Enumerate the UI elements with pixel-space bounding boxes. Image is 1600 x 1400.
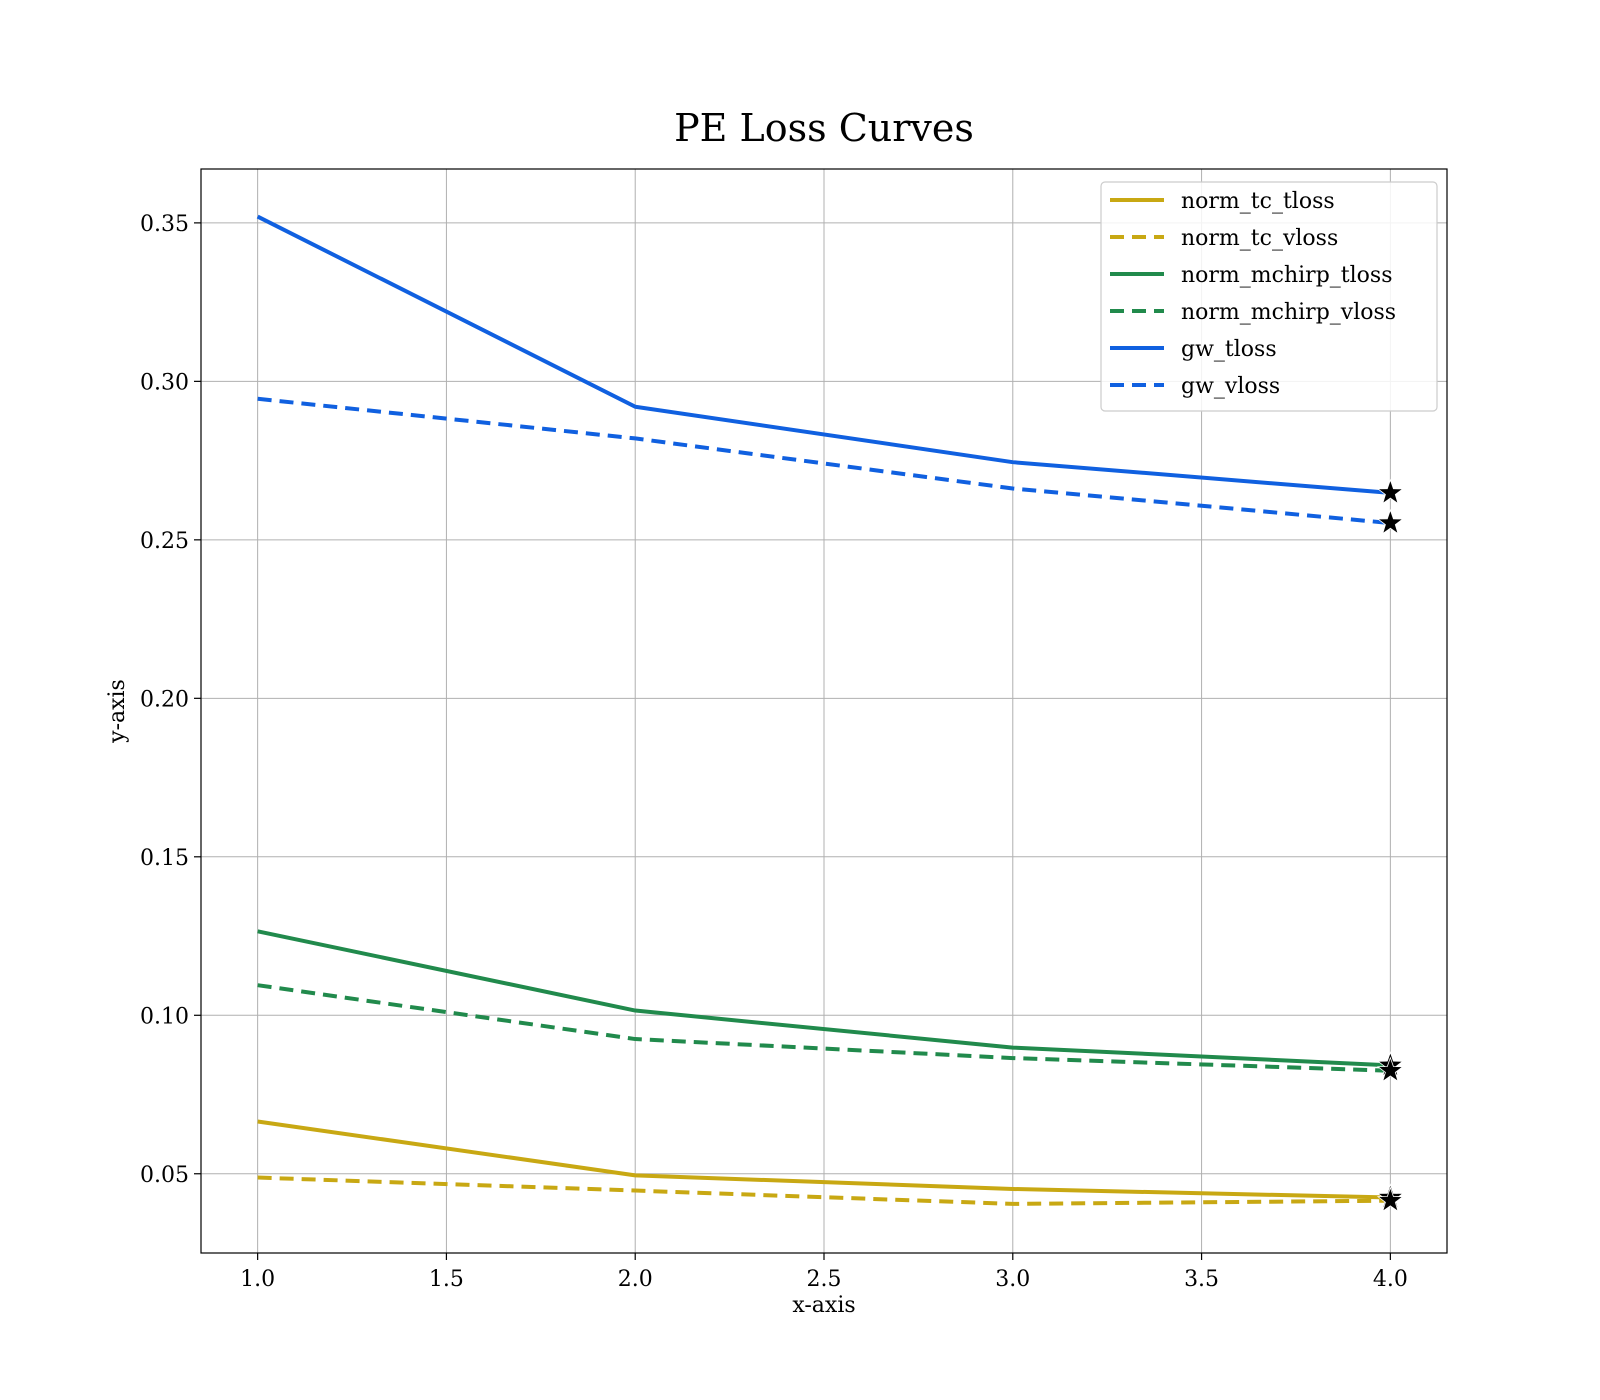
y-ticks: 0.05 0.10 0.15 0.20 0.25 0.30 0.35 bbox=[140, 212, 201, 1188]
chart-title: PE Loss Curves bbox=[674, 106, 974, 150]
legend-label: norm_mchirp_tloss bbox=[1181, 263, 1392, 288]
x-tick-label: 1.0 bbox=[240, 1267, 275, 1292]
series-line-norm-tc-vloss bbox=[257, 1175, 1391, 1206]
series-line-norm-mchirp-vloss bbox=[257, 983, 1391, 1073]
y-axis-label: y-axis bbox=[105, 679, 130, 744]
y-tick-label: 0.35 bbox=[140, 212, 189, 237]
y-tick-label: 0.25 bbox=[140, 529, 189, 554]
x-tick-label: 4.0 bbox=[1373, 1267, 1408, 1292]
x-tick-label: 2.5 bbox=[807, 1267, 842, 1292]
x-tick-label: 1.5 bbox=[429, 1267, 464, 1292]
series-line-gw-vloss bbox=[257, 396, 1391, 526]
x-tick-label: 3.0 bbox=[995, 1267, 1030, 1292]
x-tick-label: 2.0 bbox=[618, 1267, 653, 1292]
series-line-gw-tloss bbox=[256, 214, 1391, 495]
x-ticks: 1.0 1.5 2.0 2.5 3.0 3.5 4.0 bbox=[240, 1253, 1408, 1292]
legend-label: gw_tloss bbox=[1181, 337, 1277, 362]
y-tick-label: 0.20 bbox=[140, 687, 189, 712]
legend-label: norm_mchirp_vloss bbox=[1181, 300, 1396, 325]
legend: norm_tc_tloss norm_tc_vloss norm_mchirp_tl… bbox=[1100, 181, 1438, 412]
x-axis-label: x-axis bbox=[792, 1293, 855, 1318]
star-marker-gw-vloss bbox=[1376, 508, 1404, 535]
star-marker-norm-tc-vloss bbox=[1376, 1186, 1404, 1213]
y-tick-label: 0.30 bbox=[140, 370, 189, 395]
legend-label: norm_tc_tloss bbox=[1181, 189, 1335, 214]
star-marker-norm-mchirp-vloss bbox=[1376, 1056, 1404, 1083]
marker-layer bbox=[1376, 478, 1404, 1213]
legend-box bbox=[1100, 181, 1438, 412]
legend-label: norm_tc_vloss bbox=[1181, 226, 1338, 251]
y-tick-label: 0.10 bbox=[140, 1004, 189, 1029]
y-tick-label: 0.15 bbox=[140, 846, 189, 871]
y-tick-label: 0.05 bbox=[140, 1163, 189, 1188]
series-line-norm-tc-tloss bbox=[257, 1119, 1391, 1200]
series-layer bbox=[256, 214, 1391, 1206]
star-marker-gw-tloss bbox=[1376, 478, 1404, 505]
legend-label: gw_vloss bbox=[1181, 374, 1280, 399]
series-line-norm-mchirp-tloss bbox=[257, 929, 1391, 1068]
x-tick-label: 3.5 bbox=[1184, 1267, 1219, 1292]
